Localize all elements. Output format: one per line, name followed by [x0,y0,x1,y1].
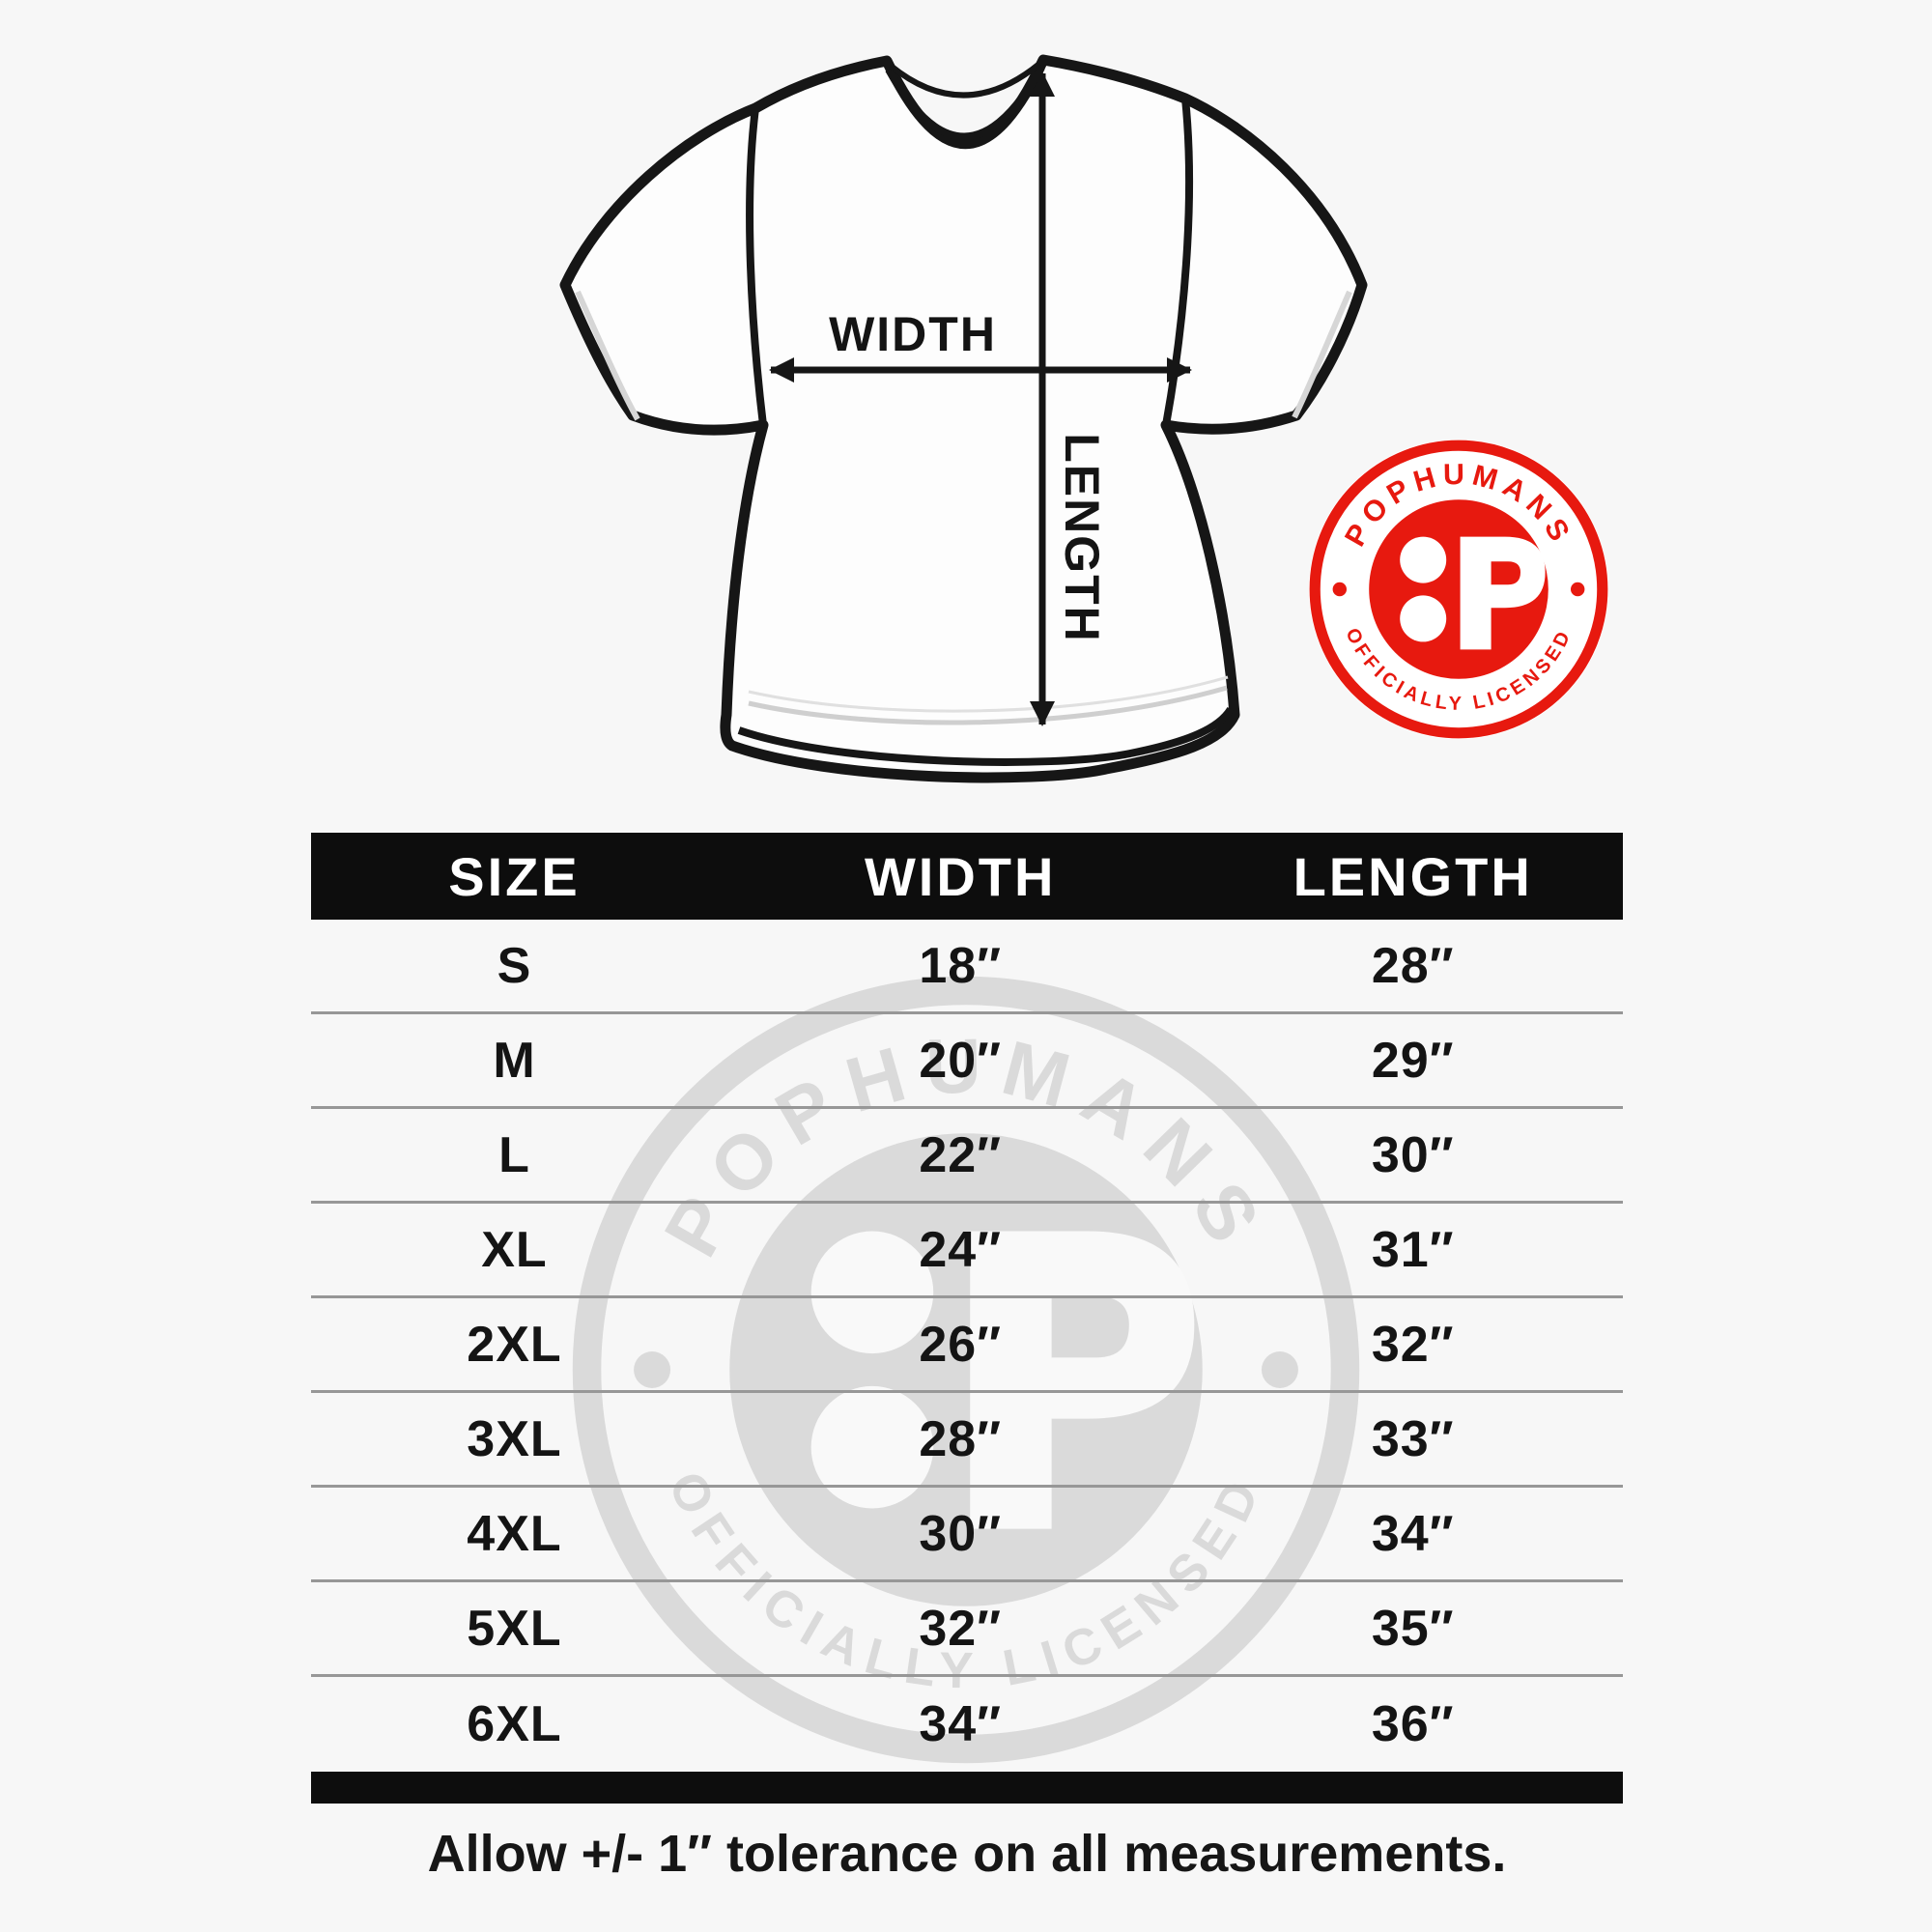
cell-width: 24″ [919,1221,1003,1278]
hem-stitch-line-2 [748,675,1229,713]
cell-length: 28″ [1371,937,1455,994]
right-sleeve-seam [1162,98,1194,426]
cell-width: 32″ [919,1600,1003,1657]
cell-size: XL [481,1221,548,1278]
cell-length: 33″ [1371,1410,1455,1467]
cell-width: 18″ [919,937,1003,994]
cell-size: 2XL [467,1316,562,1373]
table-row: XL 24″ 31″ [311,1204,1623,1298]
table-row: L 22″ 30″ [311,1109,1623,1204]
cell-width: 30″ [919,1505,1003,1562]
table-row: 5XL 32″ 35″ [311,1582,1623,1677]
hem-fold-line [737,706,1235,766]
collar-ribbing [885,66,1045,141]
cell-size: 6XL [467,1696,562,1752]
header-cell-width: WIDTH [864,845,1057,907]
cell-length: 29″ [1371,1032,1455,1089]
cell-width: 20″ [919,1032,1003,1089]
cell-length: 32″ [1371,1316,1455,1373]
cell-length: 30″ [1371,1126,1455,1183]
cell-size: 4XL [467,1505,562,1562]
cell-length: 36″ [1371,1696,1455,1752]
cell-width: 22″ [919,1126,1003,1183]
table-row: S 18″ 28″ [311,920,1623,1014]
table-row: 3XL 28″ 33″ [311,1393,1623,1488]
hem-stitch-line [748,685,1228,725]
table-bottom-bar [311,1772,1623,1804]
cell-size: S [497,937,532,994]
table-row: 2XL 26″ 32″ [311,1298,1623,1393]
table-row: 4XL 30″ 34″ [311,1488,1623,1582]
header-cell-length: LENGTH [1293,845,1533,907]
header-cell-size: SIZE [448,845,581,907]
width-arrow-label: WIDTH [829,307,997,361]
cell-size: M [493,1032,536,1089]
cell-size: 3XL [467,1410,562,1467]
cell-width: 34″ [919,1696,1003,1752]
table-body: S 18″ 28″ M 20″ 29″ L 22″ 30″ XL 24″ 31″… [311,920,1623,1772]
table-header: SIZE WIDTH LENGTH [311,833,1623,920]
size-chart-table: SIZE WIDTH LENGTH S 18″ 28″ M 20″ 29″ L … [311,833,1623,1804]
cell-length: 31″ [1371,1221,1455,1278]
tshirt-outline [559,54,1368,783]
cell-width: 28″ [919,1410,1003,1467]
cell-size: 5XL [467,1600,562,1657]
cell-length: 34″ [1371,1505,1455,1562]
tshirt-diagram: WIDTH LENGTH [559,54,1368,783]
tolerance-note: Allow +/- 1″ tolerance on all measuremen… [427,1825,1507,1883]
officially-licensed-badge [1308,439,1609,740]
left-sleeve-seam [746,107,767,426]
table-row: M 20″ 29″ [311,1014,1623,1109]
cell-size: L [498,1126,530,1183]
table-row: 6XL 34″ 36″ [311,1677,1623,1772]
cell-width: 26″ [919,1316,1003,1373]
cell-length: 35″ [1371,1600,1455,1657]
left-cuff-seam [575,290,640,421]
right-cuff-seam [1292,290,1352,419]
collar-back-line [889,61,1041,99]
length-arrow-label: LENGTH [1055,433,1109,643]
